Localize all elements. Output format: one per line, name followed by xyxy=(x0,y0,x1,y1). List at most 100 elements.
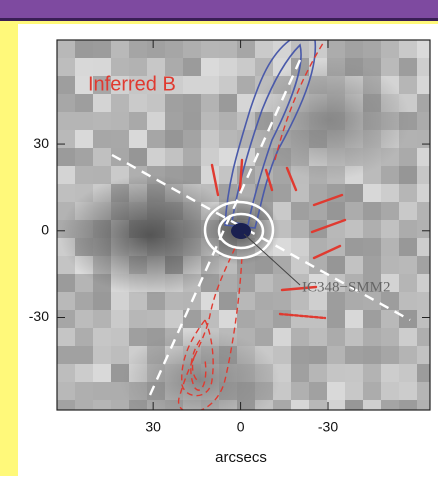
pixel xyxy=(93,346,111,364)
pixel xyxy=(93,328,111,346)
pixel xyxy=(129,40,147,58)
y-tick-label: -30 xyxy=(29,308,49,324)
pixel xyxy=(201,58,219,76)
top-bar xyxy=(0,0,438,18)
pixel xyxy=(255,310,273,328)
pixel xyxy=(57,76,75,94)
pixel xyxy=(129,130,147,148)
pixel xyxy=(57,184,75,202)
pixel xyxy=(255,328,273,346)
pixel xyxy=(363,202,381,220)
pixel xyxy=(93,310,111,328)
pixel xyxy=(363,364,381,382)
pixel xyxy=(237,58,255,76)
pixel xyxy=(183,130,201,148)
pixel xyxy=(363,310,381,328)
pixel xyxy=(309,346,327,364)
pixel xyxy=(75,166,93,184)
pixel xyxy=(111,328,129,346)
pixel xyxy=(363,238,381,256)
pixel xyxy=(75,310,93,328)
pixel xyxy=(381,202,399,220)
pixel xyxy=(363,184,381,202)
pixel xyxy=(57,130,75,148)
pixel xyxy=(363,382,381,400)
pixel xyxy=(273,184,291,202)
pixel xyxy=(399,364,417,382)
pixel xyxy=(309,364,327,382)
pixel xyxy=(327,382,345,400)
pixel xyxy=(165,112,183,130)
pixel xyxy=(273,310,291,328)
pixel xyxy=(237,148,255,166)
pixel xyxy=(183,112,201,130)
pixel xyxy=(57,328,75,346)
pixel xyxy=(165,94,183,112)
pixel xyxy=(57,292,75,310)
pixel xyxy=(201,148,219,166)
pixel xyxy=(57,112,75,130)
pixel xyxy=(309,40,327,58)
pixel xyxy=(57,166,75,184)
pixel xyxy=(363,220,381,238)
pixel xyxy=(75,328,93,346)
pixel xyxy=(57,94,75,112)
pixel xyxy=(381,238,399,256)
pixel xyxy=(219,58,237,76)
pixel xyxy=(165,148,183,166)
y-tick-label: 30 xyxy=(33,135,49,151)
pixel xyxy=(381,184,399,202)
pixel xyxy=(183,76,201,94)
pixel xyxy=(183,94,201,112)
pixel xyxy=(93,148,111,166)
pixel xyxy=(381,346,399,364)
pixel xyxy=(345,184,363,202)
pixel xyxy=(399,58,417,76)
pixel xyxy=(57,382,75,400)
pixel xyxy=(399,220,417,238)
pixel xyxy=(273,292,291,310)
x-tick-label: -30 xyxy=(318,419,338,435)
pixel xyxy=(75,148,93,166)
pixel xyxy=(165,292,183,310)
pixel xyxy=(363,256,381,274)
pixel xyxy=(345,202,363,220)
pixel xyxy=(399,238,417,256)
image xyxy=(57,40,435,430)
panel-label: Inferred B xyxy=(88,73,176,95)
pixel xyxy=(237,310,255,328)
pixel xyxy=(327,202,345,220)
pixel xyxy=(201,112,219,130)
pixel xyxy=(57,148,75,166)
pixel xyxy=(111,130,129,148)
pixel xyxy=(219,310,237,328)
pixel xyxy=(93,94,111,112)
pixel xyxy=(219,112,237,130)
pixel xyxy=(201,76,219,94)
pixel xyxy=(381,256,399,274)
pixel xyxy=(255,274,273,292)
pixel xyxy=(201,292,219,310)
pixel xyxy=(291,202,309,220)
pixel xyxy=(399,274,417,292)
slide: Inferred B IC348−SMM2 arcsecs 300-30300-… xyxy=(0,0,438,476)
pixel xyxy=(399,148,417,166)
pixel xyxy=(219,94,237,112)
pixel xyxy=(399,292,417,310)
top-bar-edge xyxy=(0,18,438,21)
pixel xyxy=(273,328,291,346)
pixel xyxy=(129,148,147,166)
pixel xyxy=(345,382,363,400)
pixel xyxy=(291,382,309,400)
pixel xyxy=(201,94,219,112)
pixel xyxy=(111,94,129,112)
pixel xyxy=(75,346,93,364)
pixel xyxy=(399,256,417,274)
pixel xyxy=(399,328,417,346)
pixel xyxy=(183,40,201,58)
pixel xyxy=(309,328,327,346)
pixel xyxy=(129,328,147,346)
pixel xyxy=(75,40,93,58)
pixel xyxy=(345,40,363,58)
pixel xyxy=(111,310,129,328)
